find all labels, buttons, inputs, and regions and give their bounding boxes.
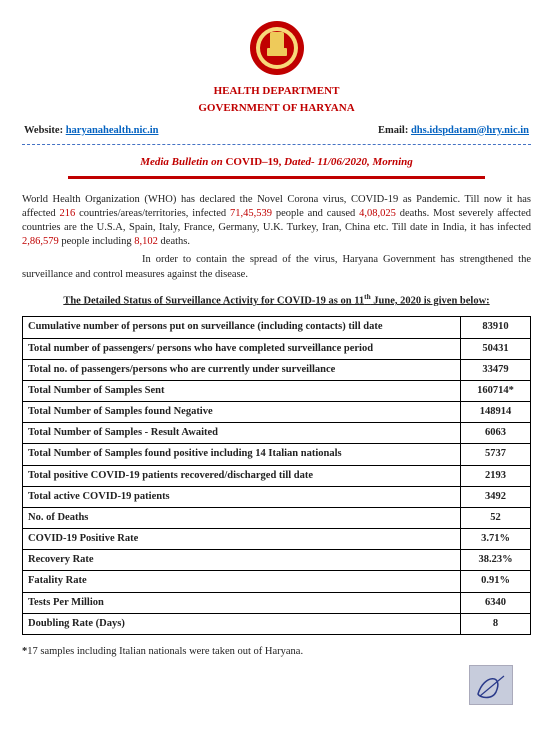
stat-label: Total number of passengers/ persons who … [23,338,461,359]
website-label: Website: [24,125,66,136]
footnote: *17 samples including Italian nationals … [22,645,531,659]
stat-value: 33479 [461,359,531,380]
stat-label: Total Number of Samples Sent [23,380,461,401]
stat-label: Tests Per Million [23,592,461,613]
section-title-a: The Detailed Status of Surveillance Acti… [63,295,364,306]
table-row: Doubling Rate (Days)8 [23,613,531,634]
table-row: Tests Per Million6340 [23,592,531,613]
stat-label: Total Number of Samples found positive i… [23,444,461,465]
stat-value: 8 [461,613,531,634]
email-label: Email: [378,125,411,136]
red-rule [68,176,485,179]
paragraph-1: World Health Organization (WHO) has decl… [22,193,531,250]
stat-value: 3492 [461,486,531,507]
table-row: Total Number of Samples found positive i… [23,444,531,465]
bulletin-title: Media Bulletin on COVID–19, Dated- 11/06… [22,155,531,170]
table-row: Total Number of Samples Sent160714* [23,380,531,401]
table-row: Fatality Rate0.91% [23,571,531,592]
p1-r2: 71,45,539 [230,208,272,219]
stat-value: 148914 [461,402,531,423]
email: Email: dhs.idspdatam@hry.nic.in [378,124,529,138]
table-row: Total active COVID-19 patients3492 [23,486,531,507]
table-row: Recovery Rate38.23% [23,550,531,571]
bulletin-suffix: Dated- 11/06/2020, Morning [281,156,412,168]
p1-t2: countries/areas/territories, infected [75,208,230,219]
stat-label: Doubling Rate (Days) [23,613,461,634]
email-link[interactable]: dhs.idspdatam@hry.nic.in [411,125,529,136]
table-row: Total Number of Samples found Negative14… [23,402,531,423]
p1-t6: deaths. [158,236,190,247]
emblem-icon [247,18,307,78]
dashed-rule [22,144,531,145]
p1-r4: 2,86,579 [22,236,59,247]
bulletin-prefix: Media Bulletin on [140,156,225,168]
stat-label: Total active COVID-19 patients [23,486,461,507]
table-row: Total no. of passengers/persons who are … [23,359,531,380]
stat-value: 52 [461,507,531,528]
stat-value: 6063 [461,423,531,444]
stat-value: 160714* [461,380,531,401]
stat-label: Total no. of passengers/persons who are … [23,359,461,380]
stat-value: 0.91% [461,571,531,592]
stat-value: 38.23% [461,550,531,571]
stat-value: 5737 [461,444,531,465]
table-row: No. of Deaths52 [23,507,531,528]
table-row: Total number of passengers/ persons who … [23,338,531,359]
stat-value: 6340 [461,592,531,613]
stat-label: Recovery Rate [23,550,461,571]
p1-t5: people including [59,236,135,247]
header-line-1: HEALTH DEPARTMENT [22,84,531,99]
table-row: COVID-19 Positive Rate3.71% [23,529,531,550]
stat-value: 3.71% [461,529,531,550]
stat-label: Fatality Rate [23,571,461,592]
bulletin-bold: COVID–19, [225,156,281,168]
section-title-b: June, 2020 is given below: [371,295,490,306]
paragraph-2: In order to contain the spread of the vi… [22,253,531,281]
header-line-2: GOVERNMENT OF HARYANA [22,101,531,116]
table-row: Total positive COVID-19 patients recover… [23,465,531,486]
stat-label: Total Number of Samples found Negative [23,402,461,423]
stat-label: Cumulative number of persons put on surv… [23,317,461,338]
stat-label: COVID-19 Positive Rate [23,529,461,550]
stat-label: Total positive COVID-19 patients recover… [23,465,461,486]
website: Website: haryanahealth.nic.in [24,124,158,138]
stat-label: Total Number of Samples - Result Awaited [23,423,461,444]
section-title: The Detailed Status of Surveillance Acti… [22,292,531,309]
stat-label: No. of Deaths [23,507,461,528]
contacts-row: Website: haryanahealth.nic.in Email: dhs… [24,124,529,138]
stat-value: 83910 [461,317,531,338]
table-row: Total Number of Samples - Result Awaited… [23,423,531,444]
table-row: Cumulative number of persons put on surv… [23,317,531,338]
stat-value: 2193 [461,465,531,486]
p1-r3: 4,08,025 [359,208,396,219]
p1-r1: 216 [59,208,75,219]
footnote-text: 17 samples including Italian nationals w… [27,646,303,657]
website-link[interactable]: haryanahealth.nic.in [66,125,159,136]
p1-t3: people and caused [272,208,359,219]
p1-r5: 8,102 [134,236,158,247]
signature-stamp [469,665,513,705]
stat-value: 50431 [461,338,531,359]
stats-table: Cumulative number of persons put on surv… [22,316,531,635]
